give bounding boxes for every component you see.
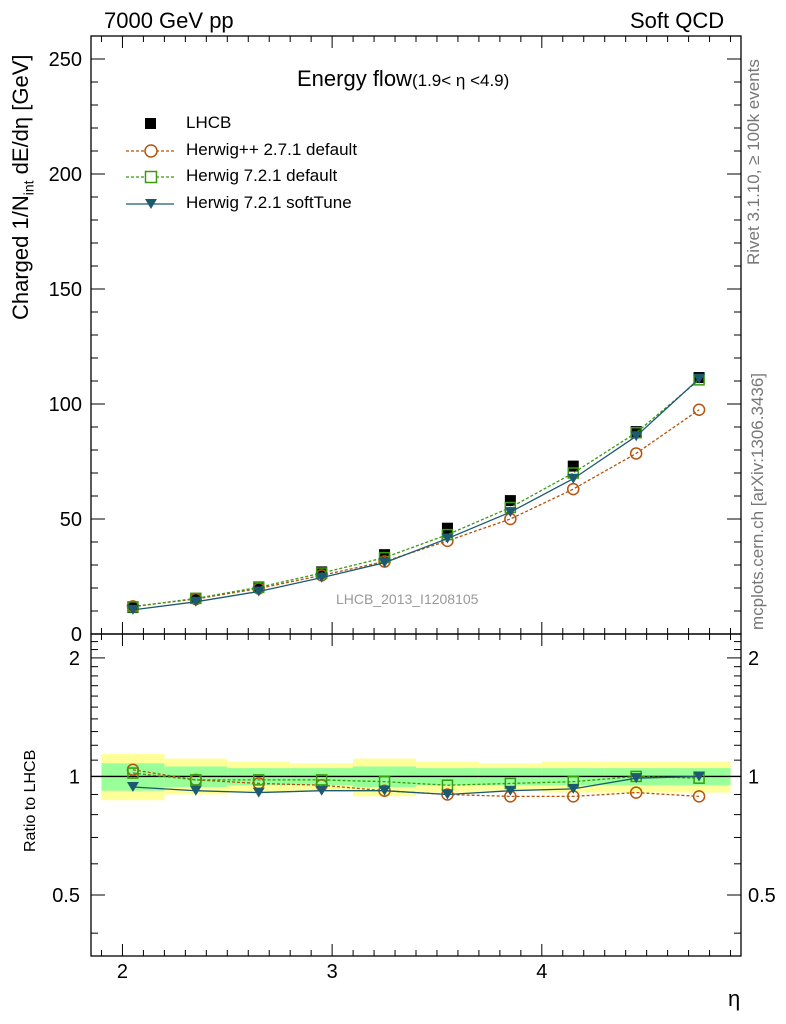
ratio-herwig-7-2-1-default-point — [127, 767, 139, 779]
ratio-herwig-7-2-1-softtune-point — [378, 785, 391, 796]
x-tick-label: 4 — [536, 961, 547, 983]
main-y-tick-label: 150 — [49, 279, 82, 301]
ratio-herwig-7-2-1-default-point — [252, 774, 265, 786]
main-herwig-2-7-1-default-line — [132, 409, 700, 608]
main-y-axis-label-text: Charged 1/Nint dE/dη [GeV] — [8, 54, 37, 320]
ratio-herwig-7-2-1-default-line — [132, 772, 700, 786]
mcplots-label: mcplots.cern.ch [arXiv:1306.3436] — [748, 372, 767, 630]
main-herwig-7-2-1-softtune-point — [567, 473, 580, 484]
main-lhcb-point — [441, 522, 453, 534]
header-energy-label: 7000 GeV pp — [104, 8, 234, 33]
ratio-y-tick-label-right: 2 — [748, 648, 759, 670]
x-tick-label: 2 — [117, 961, 128, 983]
legend-marker-herwigpp — [126, 143, 174, 158]
ratio-herwig-7-2-1-softtune-point — [630, 773, 643, 784]
main-herwig-7-2-1-default-line — [132, 379, 700, 608]
main-lhcb-point — [504, 495, 516, 507]
legend-marker-herwig7-softtune — [126, 198, 174, 209]
main-herwig-7-2-1-softtune-point — [315, 572, 328, 583]
main-herwig-7-2-1-softtune-point — [441, 533, 454, 544]
ratio-herwig-7-2-1-softtune-point — [693, 771, 706, 782]
main-herwig-7-2-1-softtune-point — [126, 604, 139, 615]
ratio-herwig-7-2-1-softtune-point — [567, 783, 580, 794]
rivet-version-label: Rivet 3.1.10, ≥ 100k events — [744, 59, 763, 265]
x-tick-label: 3 — [327, 961, 338, 983]
main-herwig-7-2-1-softtune-point — [189, 596, 202, 607]
main-y-axis-label: Charged 1/Nint dE/dη [GeV] — [8, 54, 36, 320]
ratio-herwig-7-2-1-softtune-point — [315, 785, 328, 796]
header-process-label: Soft QCD — [630, 8, 725, 33]
ratio-herwig-7-2-1-softtune-point — [504, 785, 517, 796]
ratio-herwig-7-2-1-softtune-point — [252, 787, 265, 798]
main-herwig-7-2-1-softtune-point — [504, 507, 517, 518]
main-y-tick-label: 100 — [49, 394, 82, 416]
main-y-tick-label: 50 — [60, 509, 82, 531]
ratio-y-axis-label: Ratio to LHCB — [22, 749, 39, 852]
main-y-tick-label: 250 — [49, 49, 82, 71]
main-herwig-7-2-1-softtune-point — [630, 431, 643, 442]
ratio-herwig-7-2-1-softtune-point — [126, 782, 139, 793]
legend-label-herwigpp: Herwig++ 2.7.1 default — [186, 139, 358, 159]
ratio-herwig-7-2-1-default-point — [315, 774, 328, 786]
ratio-herwig-2-7-1-default-point — [692, 790, 706, 803]
main-herwig-2-7-1-default-point — [692, 403, 706, 416]
legend-marker-herwig7-default — [126, 170, 174, 184]
main-herwig-2-7-1-default-point — [567, 482, 580, 496]
ratio-herwig-7-2-1-softtune-point — [189, 785, 202, 796]
main-herwig-7-2-1-softtune-line — [132, 378, 700, 611]
legend-label-herwig7-default: Herwig 7.2.1 default — [186, 166, 338, 185]
ratio-herwig-2-7-1-default-line — [132, 769, 700, 798]
legend-label-lhcb: LHCB — [186, 113, 232, 132]
ratio-y-tick-label-right: 1 — [748, 766, 759, 788]
chart-title-range: (1.9< η <4.9) — [411, 71, 510, 90]
main-y-tick-label: 0 — [71, 624, 82, 646]
main-herwig-7-2-1-softtune-point — [378, 557, 391, 568]
main-y-tick-label: 200 — [49, 164, 82, 186]
main-herwig-7-2-1-softtune-point — [693, 373, 706, 384]
main-lhcb-point — [567, 460, 579, 472]
chart-title-main: Energy flow — [297, 66, 412, 91]
main-herwig-2-7-1-default-point — [629, 447, 643, 460]
ratio-herwig-7-2-1-softtune-line — [132, 775, 700, 796]
legend-marker-lhcb — [145, 118, 156, 129]
ratio-herwig-7-2-1-softtune-point — [441, 789, 454, 800]
chart-title: Energy flow(1.9< η <4.9) — [297, 66, 509, 92]
x-axis-label: η — [728, 986, 741, 1011]
main-herwig-7-2-1-softtune-point — [252, 586, 265, 597]
ratio-herwig-7-2-1-default-point — [190, 774, 202, 786]
ratio-y-tick-label-left: 1 — [69, 766, 80, 788]
ratio-herwig-2-7-1-default-point — [629, 786, 643, 799]
main-lhcb-point — [379, 549, 391, 561]
ratio-y-tick-label-right: 0.5 — [748, 885, 776, 907]
legend-label-herwig7-softtune: Herwig 7.2.1 softTune — [186, 192, 352, 212]
main-lhcb-point — [316, 566, 328, 578]
ratio-y-tick-label-left: 0.5 — [52, 885, 80, 907]
analysis-watermark: LHCB_2013_I1208105 — [336, 591, 479, 607]
ratio-y-tick-label-left: 2 — [69, 648, 80, 670]
